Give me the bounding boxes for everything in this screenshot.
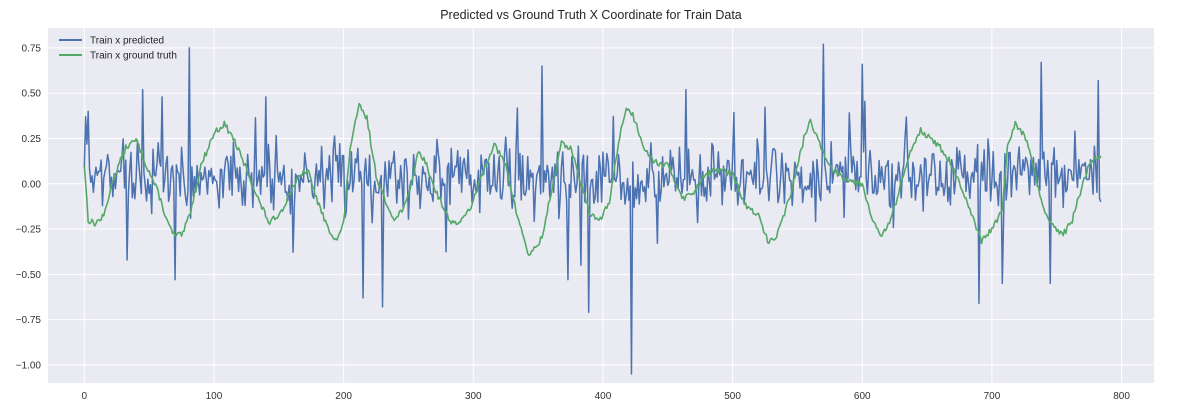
x-tick-label: 200 [335, 391, 352, 402]
x-tick-label: 500 [724, 391, 741, 402]
y-tick-label: 0.25 [22, 134, 42, 145]
y-tick-labels: 0.75 0.50 0.25 0.00 −0.25 −0.50 −0.75 −1.00 [16, 43, 42, 371]
legend-label: Train x predicted [90, 36, 164, 47]
chart-title: Predicted vs Ground Truth X Coordinate f… [440, 8, 742, 22]
y-tick-label: −0.25 [16, 225, 42, 236]
x-grid [83, 28, 1123, 383]
x-tick-label: 300 [465, 391, 482, 402]
y-tick-label: 0.00 [22, 179, 42, 190]
y-tick-label: 0.50 [22, 89, 42, 100]
series-line [83, 102, 1102, 257]
legend-label: Train x ground truth [90, 51, 177, 62]
axes-background [48, 28, 1154, 383]
series-line [83, 43, 1102, 375]
x-tick-label: 400 [595, 391, 612, 402]
x-tick-label: 0 [82, 391, 88, 402]
y-tick-label: −1.00 [16, 360, 42, 371]
x-tick-label: 600 [854, 391, 871, 402]
y-tick-label: −0.50 [16, 270, 42, 281]
x-tick-label: 700 [984, 391, 1001, 402]
y-tick-label: 0.75 [22, 43, 42, 54]
y-tick-label: −0.75 [16, 315, 42, 326]
x-tick-label: 100 [206, 391, 223, 402]
x-tick-label: 800 [1113, 391, 1130, 402]
series-layer [83, 43, 1102, 375]
x-tick-labels: 0 100 200 300 400 500 600 700 800 [82, 391, 1131, 402]
legend: Train x predicted Train x ground truth [59, 36, 177, 62]
